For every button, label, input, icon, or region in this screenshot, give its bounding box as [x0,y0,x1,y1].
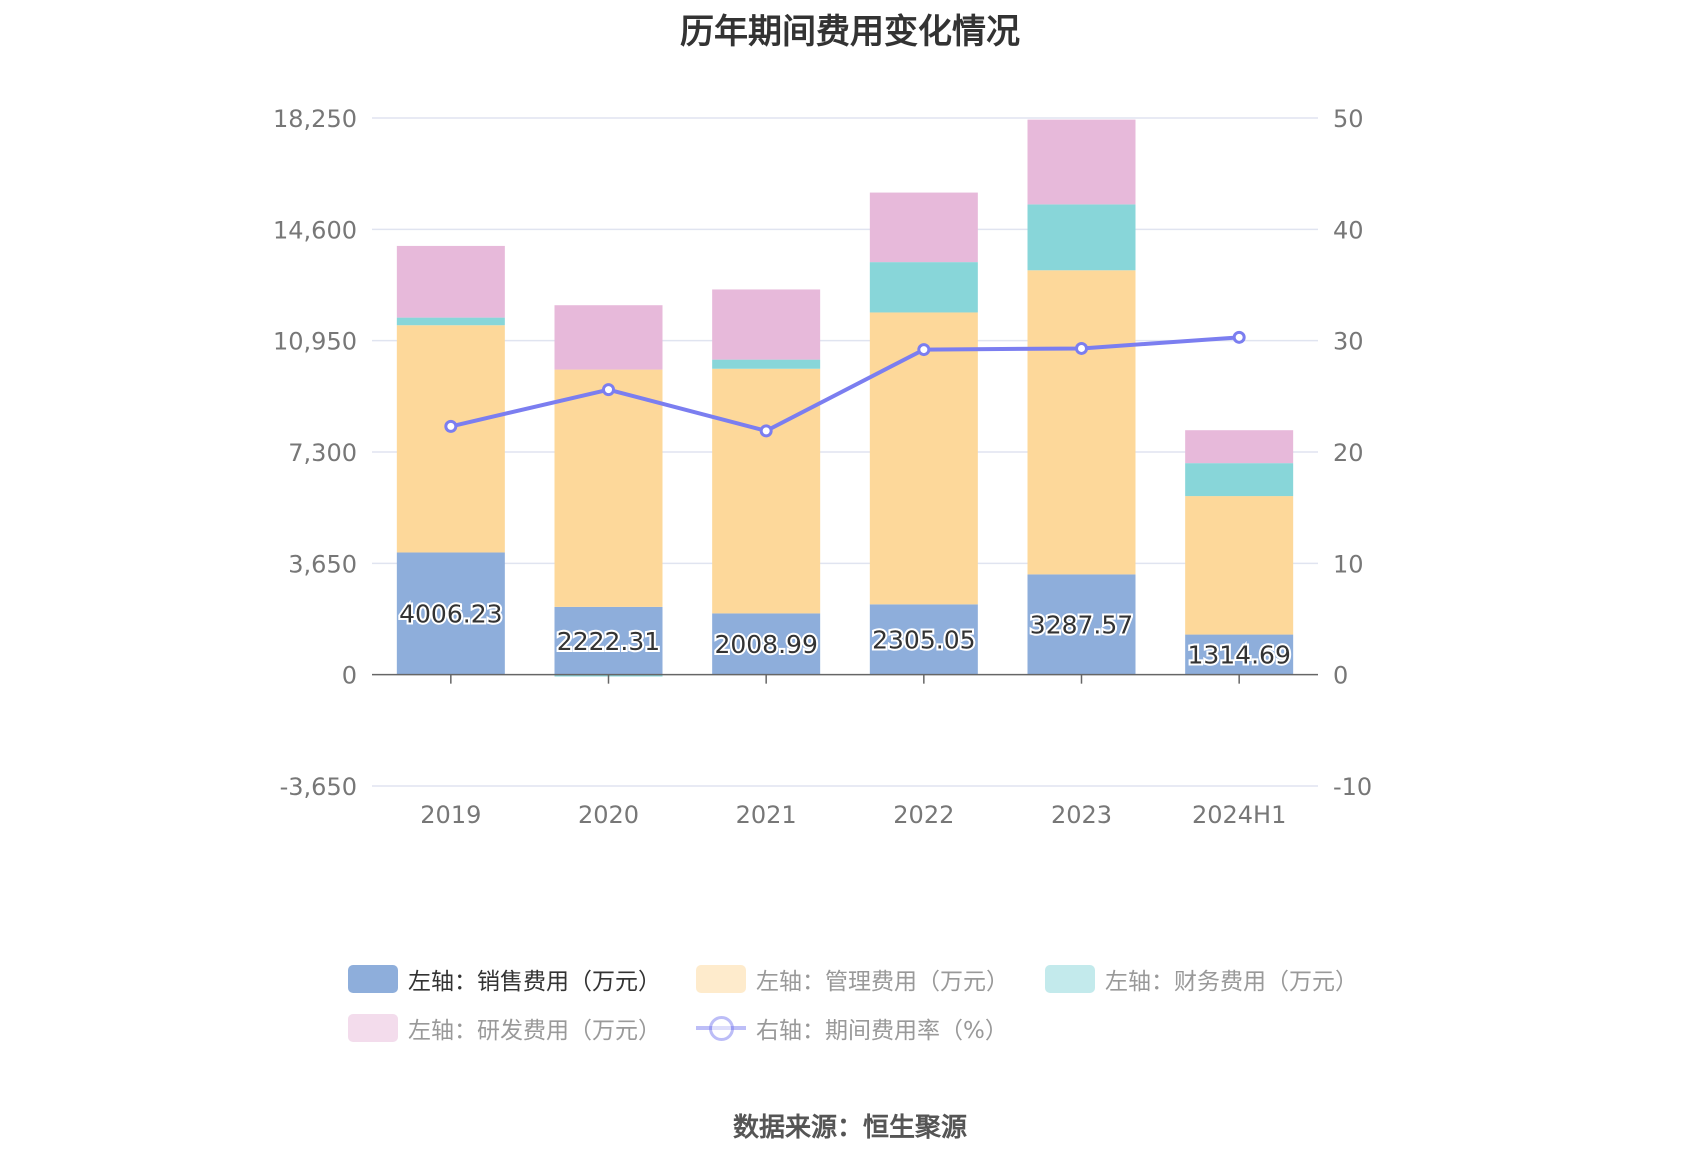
bar-admin-2020[interactable] [554,369,663,607]
bar-rnd-2024H1[interactable] [1185,430,1294,464]
bar-rnd-2019[interactable] [396,245,505,318]
bars [396,119,1294,677]
left-tick-label: 10,950 [273,328,357,356]
right-tick-label: 0 [1333,662,1348,690]
sales-value-label: 2008.99 [714,630,817,659]
left-tick-label: 18,250 [273,105,357,133]
legend-item-rate[interactable]: 右轴：期间费用率（%） [696,1011,1008,1045]
bar-rnd-2023[interactable] [1027,119,1136,205]
bar-finance-2023[interactable] [1027,204,1136,271]
bar-sales-2024H1[interactable] [1185,634,1294,675]
x-axis: 2019 2020 2021 2022 2023 2024H1 [372,673,1318,829]
legend-label: 右轴：期间费用率（%） [756,1018,1008,1044]
sales-value-label: 1314.69 [1187,641,1290,670]
legend-item-admin[interactable]: 左轴：管理费用（万元） [696,962,1009,996]
bar-admin-2024H1[interactable] [1185,496,1294,635]
bar-admin-2019[interactable] [396,325,505,553]
rate-point-2022[interactable] [917,343,931,357]
legend-item-sales[interactable]: 左轴：销售费用（万元） [348,962,661,996]
chart-title: 历年期间费用变化情况 [680,12,1020,52]
legend-line-icon [696,1014,746,1042]
legend-item-finance[interactable]: 左轴：财务费用（万元） [1045,962,1358,996]
legend-swatch-finance [1045,965,1095,993]
sales-value-label: 2222.31 [557,627,660,656]
bar-finance-2021[interactable] [712,359,821,369]
x-tick-label: 2020 [578,801,639,829]
legend-label: 左轴：管理费用（万元） [756,969,1009,995]
bar-rnd-2020[interactable] [554,305,663,370]
left-tick-label: 14,600 [273,216,357,244]
bar-sales-2022[interactable] [869,604,978,675]
rate-line-path [450,335,1240,433]
left-tick-label: 7,300 [288,439,357,467]
x-tick-label: 2023 [1051,801,1112,829]
x-tick-label: 2022 [893,801,954,829]
bar-admin-2022[interactable] [869,312,978,605]
right-tick-label: 50 [1333,105,1364,133]
rate-point-2020[interactable] [602,383,615,397]
legend-swatch-sales [348,965,398,993]
bar-finance-2019[interactable] [396,317,505,326]
sales-value-label: 4006.23 [399,600,502,629]
bar-rnd-2021[interactable] [712,289,821,360]
x-tick-label: 2024H1 [1192,801,1286,829]
data-source: 数据来源：恒生聚源 [732,1113,967,1143]
rate-line [444,330,1246,438]
right-tick-label: 40 [1333,216,1364,244]
right-axis-ticks: -10 0 10 20 30 40 50 [1333,105,1372,801]
bar-admin-2021[interactable] [712,368,821,614]
right-tick-label: 10 [1333,550,1364,578]
legend-swatch-rnd [348,1014,398,1042]
rate-point-2024H1[interactable] [1232,330,1246,344]
rate-point-2023[interactable] [1075,341,1088,355]
bar-labels: 4006.23 2222.31 2008.99 2305.05 3287.57 1314.… [397,598,1293,672]
left-tick-label: 0 [342,662,357,690]
grid-lines [372,117,1318,787]
rate-point-2021[interactable] [759,424,773,438]
bar-sales-2020[interactable] [554,606,663,675]
right-tick-label: 30 [1333,328,1364,356]
legend-swatch-admin [696,965,746,993]
bar-admin-2023[interactable] [1027,270,1136,575]
legend-label: 左轴：研发费用（万元） [408,1018,661,1044]
legend-item-rnd[interactable]: 左轴：研发费用（万元） [348,1011,661,1045]
x-tick-label: 2019 [420,801,481,829]
legend-label: 左轴：财务费用（万元） [1105,969,1358,995]
bar-sales-2019[interactable] [396,552,505,675]
bar-finance-2022[interactable] [869,262,978,313]
x-tick-label: 2021 [736,801,797,829]
legend-label: 左轴：销售费用（万元） [408,969,661,995]
right-tick-label: 20 [1333,439,1364,467]
left-tick-label: 3,650 [288,550,357,578]
sales-value-label: 2305.05 [872,626,975,655]
left-axis-ticks: -3,650 0 3,650 7,300 10,950 14,600 18,250 [273,105,357,801]
bar-finance-2024H1[interactable] [1185,463,1294,497]
right-tick-label: -10 [1333,773,1372,801]
bar-sales-2021[interactable] [712,613,821,675]
left-tick-label: -3,650 [280,773,357,801]
bar-sales-2023[interactable] [1027,574,1136,675]
bar-rnd-2022[interactable] [869,192,978,263]
sales-value-label: 3287.57 [1030,611,1133,640]
rate-point-2019[interactable] [444,419,458,433]
